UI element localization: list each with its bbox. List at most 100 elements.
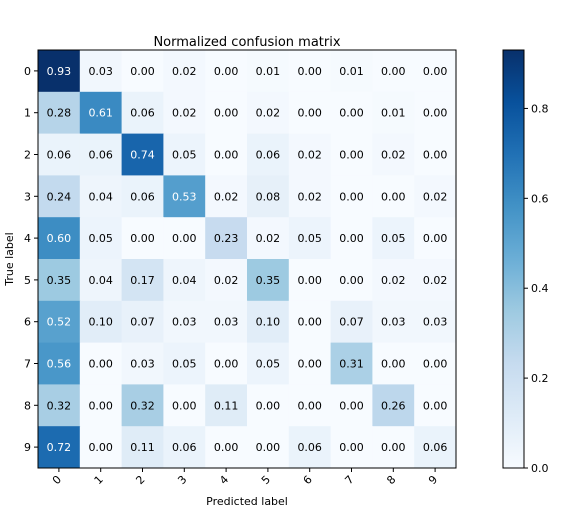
heatmap-cell <box>288 133 332 176</box>
cell-value-label: 0.72 <box>47 441 72 454</box>
heatmap-cell <box>288 91 332 135</box>
heatmap-cell <box>247 300 290 344</box>
heatmap-cell <box>247 259 290 302</box>
heatmap-cell <box>247 426 290 469</box>
cell-value-label: 0.10 <box>88 316 113 329</box>
heatmap-cell <box>330 342 373 385</box>
heatmap-cell <box>330 91 373 135</box>
cell-value-label: 0.00 <box>297 358 322 371</box>
cell-value-label: 0.06 <box>130 107 155 120</box>
heatmap-cell <box>288 50 332 93</box>
cell-value-label: 0.00 <box>214 65 239 78</box>
cell-value-label: 0.53 <box>172 190 197 203</box>
heatmap-cell <box>288 175 332 218</box>
cell-value-label: 0.23 <box>214 232 239 245</box>
x-tick-label: 8 <box>384 473 398 487</box>
heatmap-cell <box>414 217 457 260</box>
heatmap-cell <box>205 91 248 135</box>
heatmap-cell <box>205 175 248 218</box>
cell-value-label: 0.00 <box>339 399 364 412</box>
heatmap-cell <box>414 426 457 469</box>
x-axis-ticks: 0 1 2 3 4 5 6 7 8 9 <box>50 468 440 487</box>
heatmap-cell <box>121 300 164 344</box>
heatmap-cell <box>121 91 164 135</box>
cell-value-label: 0.02 <box>172 65 197 78</box>
cell-value-label: 0.00 <box>339 190 364 203</box>
heatmap-cell <box>163 91 206 135</box>
heatmap-cell <box>38 259 81 302</box>
cell-value-label: 0.05 <box>297 232 322 245</box>
heatmap-cell <box>121 217 164 260</box>
colorbar-tick-label: 0.2 <box>531 372 549 385</box>
heatmap-cell <box>38 175 81 218</box>
heatmap-cell <box>414 133 457 176</box>
heatmap-cell <box>121 426 164 469</box>
heatmap-cell <box>121 342 164 385</box>
cell-value-label: 0.00 <box>172 399 197 412</box>
cell-value-label: 0.00 <box>423 149 448 162</box>
heatmap-cell <box>372 259 415 302</box>
cell-value-label: 0.02 <box>381 149 406 162</box>
heatmap-cell <box>79 133 123 176</box>
heatmap-cell <box>372 300 415 344</box>
cell-value-label: 0.11 <box>214 399 239 412</box>
heatmap-cell <box>79 91 123 135</box>
chart-title: Normalized confusion matrix <box>153 35 340 50</box>
heatmap-cell <box>372 50 415 93</box>
heatmap-cell <box>121 259 164 302</box>
y-tick-label: 8 <box>24 399 31 412</box>
cell-value-label: 0.02 <box>172 107 197 120</box>
cell-value-label: 0.00 <box>130 65 155 78</box>
y-tick-label: 1 <box>24 107 31 120</box>
heatmap-cell <box>330 50 373 93</box>
y-tick-label: 9 <box>24 441 31 454</box>
heatmap-cell <box>205 259 248 302</box>
heatmap-cell <box>38 384 81 427</box>
cell-value-label: 0.35 <box>256 274 281 287</box>
heatmap-cell-labels: 0.93 0.03 0.00 0.02 0.00 0.01 0.00 0.01 0.00 0.00… <box>47 65 448 454</box>
cell-value-label: 0.05 <box>256 358 281 371</box>
heatmap-cell <box>163 175 206 218</box>
cell-value-label: 0.05 <box>172 358 197 371</box>
heatmap-cell <box>414 342 457 385</box>
y-tick-label: 6 <box>24 316 31 329</box>
heatmap-cell <box>38 50 81 93</box>
x-tick-label: 2 <box>133 473 147 487</box>
heatmap-cell <box>205 342 248 385</box>
cell-value-label: 0.11 <box>130 441 155 454</box>
cell-value-label: 0.00 <box>88 441 113 454</box>
cell-value-label: 0.04 <box>88 274 113 287</box>
cell-value-label: 0.02 <box>256 232 281 245</box>
cell-value-label: 0.07 <box>339 316 364 329</box>
heatmap-cell <box>247 175 290 218</box>
cell-value-label: 0.00 <box>214 441 239 454</box>
cell-value-label: 0.06 <box>256 149 281 162</box>
heatmap-cell <box>247 342 290 385</box>
cell-value-label: 0.52 <box>47 316 72 329</box>
x-tick-label: 0 <box>50 473 64 487</box>
cell-value-label: 0.00 <box>130 232 155 245</box>
cell-value-label: 0.06 <box>88 149 113 162</box>
cell-value-label: 0.00 <box>297 316 322 329</box>
cell-value-label: 0.00 <box>423 399 448 412</box>
heatmap-cell <box>163 342 206 385</box>
heatmap-cell <box>205 50 248 93</box>
heatmap-cell <box>372 175 415 218</box>
cell-value-label: 0.02 <box>297 190 322 203</box>
heatmap-cell <box>79 217 123 260</box>
cell-value-label: 0.02 <box>297 149 322 162</box>
heatmap-cell <box>247 50 290 93</box>
cell-value-label: 0.17 <box>130 274 155 287</box>
cell-value-label: 0.00 <box>214 107 239 120</box>
heatmap-cell <box>288 259 332 302</box>
heatmap-cell <box>247 384 290 427</box>
heatmap-cell <box>38 300 81 344</box>
heatmap-cell <box>414 384 457 427</box>
x-tick-label: 6 <box>301 473 315 487</box>
heatmap-cell <box>38 426 81 469</box>
heatmap-cell <box>330 217 373 260</box>
cell-value-label: 0.06 <box>130 190 155 203</box>
heatmap-cell <box>163 217 206 260</box>
heatmap-cell <box>247 91 290 135</box>
